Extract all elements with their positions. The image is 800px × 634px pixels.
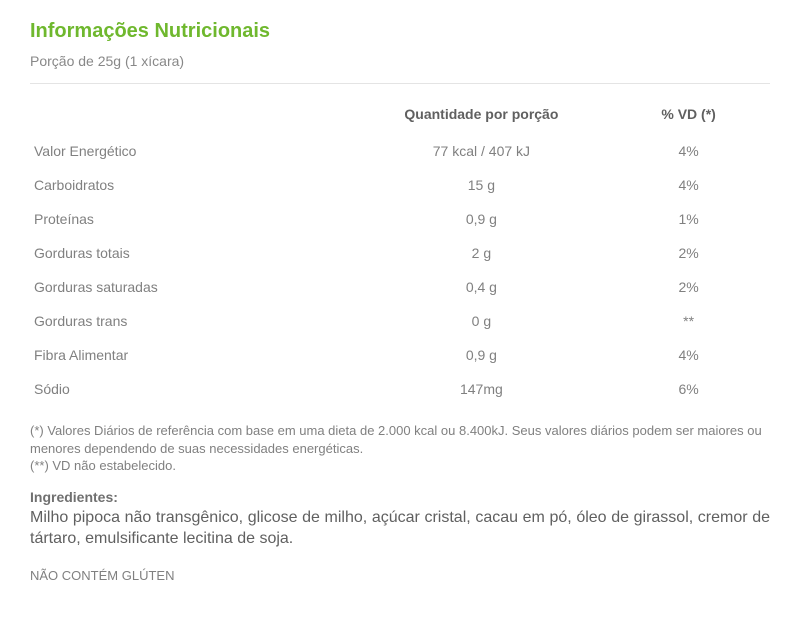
nutrition-table: Quantidade por porção % VD (*) Valor Ene… xyxy=(30,96,770,406)
cell-qty: 15 g xyxy=(356,168,608,202)
cell-name: Valor Energético xyxy=(30,134,356,168)
table-header-row: Quantidade por porção % VD (*) xyxy=(30,96,770,134)
cell-vd: 2% xyxy=(607,270,770,304)
serving-size: Porção de 25g (1 xícara) xyxy=(30,53,770,69)
cell-name: Fibra Alimentar xyxy=(30,338,356,372)
cell-qty: 0,9 g xyxy=(356,202,608,236)
table-row: Fibra Alimentar0,9 g4% xyxy=(30,338,770,372)
cell-vd: ** xyxy=(607,304,770,338)
footnote: (*) Valores Diários de referência com ba… xyxy=(30,422,770,475)
table-row: Carboidratos15 g4% xyxy=(30,168,770,202)
gluten-free-notice: NÃO CONTÉM GLÚTEN xyxy=(30,568,770,583)
cell-vd: 1% xyxy=(607,202,770,236)
cell-name: Carboidratos xyxy=(30,168,356,202)
ingredients-text: Milho pipoca não transgênico, glicose de… xyxy=(30,507,770,550)
cell-qty: 0,9 g xyxy=(356,338,608,372)
col-header-vd: % VD (*) xyxy=(607,96,770,134)
cell-name: Sódio xyxy=(30,372,356,406)
cell-vd: 6% xyxy=(607,372,770,406)
table-row: Proteínas0,9 g1% xyxy=(30,202,770,236)
ingredients-label: Ingredientes: xyxy=(30,489,770,505)
cell-name: Gorduras totais xyxy=(30,236,356,270)
table-row: Valor Energético77 kcal / 407 kJ4% xyxy=(30,134,770,168)
table-row: Gorduras saturadas0,4 g2% xyxy=(30,270,770,304)
cell-name: Gorduras saturadas xyxy=(30,270,356,304)
cell-qty: 77 kcal / 407 kJ xyxy=(356,134,608,168)
table-row: Sódio147mg6% xyxy=(30,372,770,406)
cell-qty: 147mg xyxy=(356,372,608,406)
cell-vd: 4% xyxy=(607,168,770,202)
cell-name: Proteínas xyxy=(30,202,356,236)
cell-qty: 0 g xyxy=(356,304,608,338)
table-row: Gorduras totais2 g2% xyxy=(30,236,770,270)
cell-vd: 4% xyxy=(607,134,770,168)
divider xyxy=(30,83,770,84)
section-title: Informações Nutricionais xyxy=(30,20,770,43)
cell-vd: 4% xyxy=(607,338,770,372)
col-header-qty: Quantidade por porção xyxy=(356,96,608,134)
table-row: Gorduras trans0 g** xyxy=(30,304,770,338)
col-header-name xyxy=(30,96,356,134)
cell-qty: 0,4 g xyxy=(356,270,608,304)
cell-qty: 2 g xyxy=(356,236,608,270)
cell-name: Gorduras trans xyxy=(30,304,356,338)
cell-vd: 2% xyxy=(607,236,770,270)
